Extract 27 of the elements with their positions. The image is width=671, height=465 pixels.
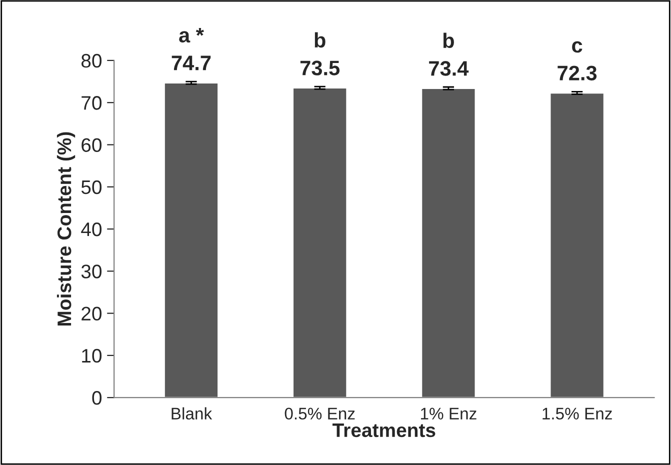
annotation: c: [572, 41, 582, 53]
annotation: b: [443, 32, 454, 48]
data-label: 73.4: [429, 61, 469, 76]
y-tick-label: 0: [92, 391, 102, 405]
annotation: b: [314, 32, 326, 48]
x-tick-label: 0.5% Enz: [284, 408, 355, 420]
y-tick-label: 40: [81, 222, 102, 236]
y-tick-label: 80: [81, 54, 102, 68]
y-tick-label: 30: [81, 264, 102, 278]
x-axis-title: Treatments: [332, 424, 436, 438]
y-tick-label: 70: [82, 96, 102, 110]
bar: [420, 88, 476, 398]
data-label: 74.7: [172, 56, 211, 70]
data-label: 72.3: [558, 66, 597, 80]
x-tick-label: 1.5% Enz: [542, 408, 612, 420]
y-tick-label: 20: [82, 306, 102, 321]
x-tick-label: 1% Enz: [421, 408, 476, 420]
x-tick-label: Blank: [172, 407, 212, 420]
y-tick-label: 10: [82, 348, 102, 363]
bar: [292, 87, 348, 398]
bar: [164, 82, 219, 398]
data-label: 73.5: [300, 60, 340, 76]
y-tick-label: 60: [82, 138, 102, 152]
y-tick-label: 50: [81, 180, 102, 194]
y-axis-title: Moisture Content (%): [56, 132, 76, 326]
annotation: a *: [179, 28, 204, 43]
bar: [549, 92, 605, 398]
